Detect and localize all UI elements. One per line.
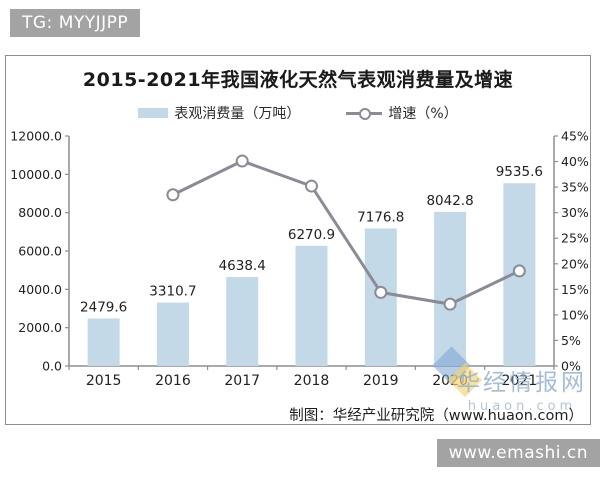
axis-or-data-label: 2015 — [86, 373, 122, 389]
axis-or-data-label: 2017 — [224, 373, 260, 389]
axis-or-data-label: 2018 — [294, 373, 330, 389]
chart-title: 2015-2021年我国液化天然气表观消费量及增速 — [82, 69, 514, 91]
axis-or-data-label: 2020 — [432, 373, 468, 389]
bar-2015 — [87, 318, 120, 366]
axis-or-data-label: 8000.0 — [18, 205, 62, 220]
line-swatch-marker — [359, 108, 372, 120]
axis-or-data-label: 3310.7 — [149, 284, 196, 300]
growth-rate-line — [172, 159, 521, 306]
axis-or-data-label: 5% — [561, 333, 581, 348]
legend-item-consumption: 表观消费量（万吨） — [138, 103, 300, 123]
axis-or-data-label: 25% — [561, 231, 589, 246]
axis-or-data-label: 7176.8 — [357, 209, 404, 225]
growth-rate-marker — [512, 264, 526, 278]
bar-2018 — [295, 245, 328, 366]
bar-swatch-icon — [138, 108, 169, 118]
axis-or-data-label: 35% — [561, 180, 589, 195]
chart-legend: 表观消费量（万吨） 增速（%） — [6, 103, 590, 123]
axis-or-data-label: 2000.0 — [18, 320, 62, 335]
legend-growth-label: 增速（%） — [388, 106, 458, 122]
axis-or-data-label: 6270.9 — [288, 227, 335, 243]
chart-card: 2015-2021年我国液化天然气表观消费量及增速 表观消费量（万吨） 增速（%… — [5, 55, 591, 425]
growth-rate-marker — [305, 179, 318, 193]
axis-or-data-label: 30% — [561, 205, 589, 220]
telegram-tag-badge: TG: MYYJJPP — [10, 9, 141, 37]
legend-item-growth: 增速（%） — [346, 103, 458, 123]
axis-or-data-label: 0.0 — [42, 359, 62, 374]
axis-or-data-label: 20% — [561, 256, 589, 271]
chart-plot-area: 0.0 2000.0 4000.0 6000.0 8000.0 10000.0 12000.… — [10, 129, 589, 390]
axis-or-data-label: 45% — [561, 129, 589, 144]
growth-rate-marker — [443, 297, 457, 311]
line-marker-swatch-icon — [346, 107, 383, 120]
site-url-badge: www.emashi.cn — [436, 439, 600, 467]
growth-rate-marker — [374, 285, 388, 299]
axis-or-data-label: 2016 — [155, 373, 191, 389]
bar-2017 — [226, 277, 259, 366]
growth-rate-marker — [166, 188, 180, 202]
axis-or-data-label: 6000.0 — [18, 244, 62, 259]
axis-or-data-label: 12000.0 — [10, 129, 62, 144]
axis-or-data-label: 10% — [561, 307, 589, 322]
axis-or-data-label: 4000.0 — [18, 282, 62, 297]
axis-or-data-label: 4638.4 — [219, 258, 266, 274]
bar-2020 — [434, 211, 467, 366]
axis-or-data-label: 2019 — [363, 373, 399, 389]
axis-or-data-label: 9535.6 — [496, 164, 543, 180]
axis-or-data-label: 2021 — [502, 373, 538, 389]
growth-rate-marker — [235, 154, 249, 168]
axis-or-data-label: 15% — [561, 282, 589, 297]
axis-or-data-label: 10000.0 — [10, 167, 62, 182]
legend-consumption-label: 表观消费量（万吨） — [174, 106, 301, 122]
axis-or-data-label: 40% — [561, 154, 589, 169]
axis-or-data-label: 8042.8 — [426, 193, 473, 209]
axis-or-data-label: 0% — [561, 359, 581, 374]
chart-source-caption: 制图：华经产业研究院（www.huaon.com） — [289, 408, 583, 424]
axis-or-data-label: 2479.6 — [80, 299, 127, 315]
bar-2016 — [156, 302, 189, 366]
